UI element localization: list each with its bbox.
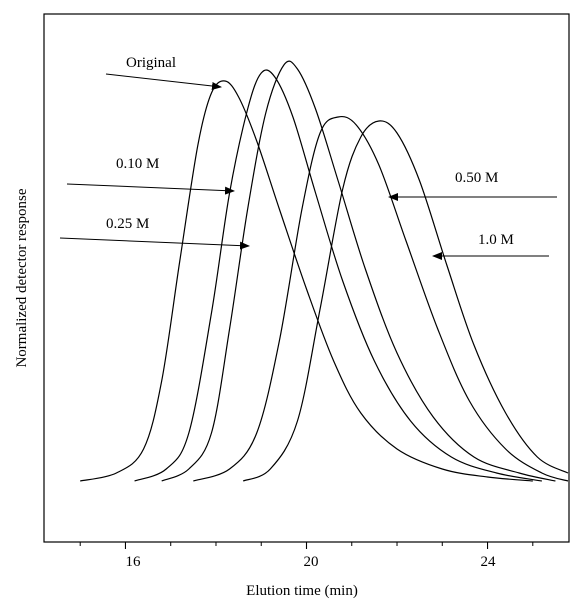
annotation-010m-label: 0.10 M (116, 156, 159, 172)
annotation-original-arrow (105, 73, 222, 90)
series-line-0-25-m (161, 60, 556, 482)
series-line-1-0-m (242, 120, 569, 482)
x-tick-label-20: 20 (304, 554, 319, 570)
annotation-original-label: Original (126, 55, 176, 71)
series-line-original (80, 80, 533, 482)
series-line-0-50-m (193, 115, 569, 482)
x-axis-title: Elution time (min) (246, 583, 358, 599)
annotation-10m-label: 1.0 M (478, 232, 514, 248)
series-curves (80, 60, 569, 482)
series-line-0-10-m (134, 69, 542, 482)
x-tick-label-16: 16 (126, 554, 142, 570)
plot-frame (43, 13, 570, 543)
annotation-025m-arrow (59, 237, 250, 250)
annotation-025m-label: 0.25 M (106, 216, 149, 232)
y-axis-title: Normalized detector response (14, 188, 30, 367)
annotation-050m-label: 0.50 M (455, 170, 498, 186)
x-axis-ticks (79, 542, 534, 549)
annotation-010m-arrow (66, 183, 235, 195)
x-tick-label-24: 24 (481, 554, 497, 570)
